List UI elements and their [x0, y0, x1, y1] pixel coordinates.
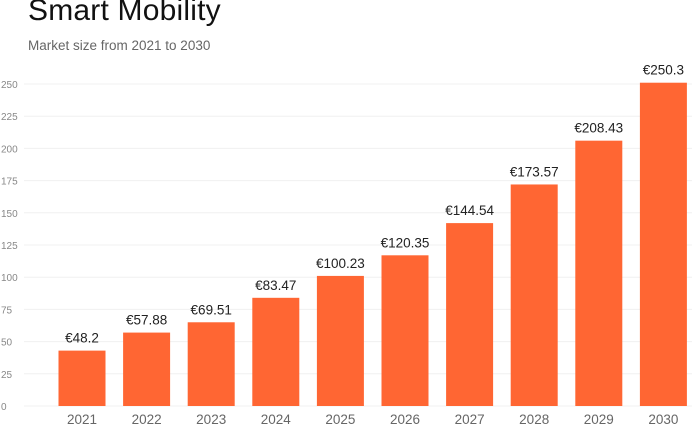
bar: [446, 223, 494, 406]
y-tick-label: 250: [1, 80, 18, 91]
bar: [187, 322, 235, 406]
y-tick-label: 75: [1, 305, 13, 316]
data-label: €144.54: [445, 203, 494, 218]
data-label: €173.57: [510, 164, 559, 179]
data-label: €48.2: [65, 331, 99, 346]
data-label: €120.35: [381, 235, 430, 250]
bar: [252, 297, 300, 406]
bar: [639, 82, 687, 406]
data-label: €57.88: [126, 313, 167, 328]
chart-subtitle: Market size from 2021 to 2030: [28, 38, 211, 53]
x-tick-label: 2023: [196, 412, 226, 424]
x-tick-label: 2030: [648, 412, 678, 424]
x-tick-label: 2026: [390, 412, 420, 424]
bar: [381, 255, 429, 406]
data-label: €83.47: [255, 278, 296, 293]
bar: [316, 275, 364, 406]
data-label: €250.3: [643, 63, 684, 78]
bar: [58, 350, 106, 406]
x-tick-label: 2029: [584, 412, 614, 424]
y-tick-label: 225: [1, 112, 18, 123]
bar: [510, 184, 558, 406]
x-tick-label: 2025: [325, 412, 355, 424]
data-label: €208.43: [574, 121, 623, 136]
y-tick-label: 100: [1, 273, 18, 284]
y-tick-label: 50: [1, 338, 13, 349]
chart-title: Smart Mobility: [28, 0, 221, 27]
data-label: €100.23: [316, 256, 365, 271]
x-tick-label: 2022: [132, 412, 162, 424]
x-tick-label: 2027: [455, 412, 485, 424]
y-tick-label: 0: [1, 402, 7, 413]
y-tick-label: 175: [1, 177, 18, 188]
bar: [123, 332, 171, 406]
y-tick-label: 125: [1, 241, 18, 252]
x-tick-label: 2021: [67, 412, 97, 424]
bar: [575, 140, 623, 406]
x-tick-label: 2024: [261, 412, 292, 424]
data-label: €69.51: [191, 302, 232, 317]
y-tick-label: 200: [1, 144, 18, 155]
y-tick-label: 25: [1, 370, 13, 381]
x-tick-label: 2028: [519, 412, 549, 424]
y-tick-label: 150: [1, 209, 18, 220]
